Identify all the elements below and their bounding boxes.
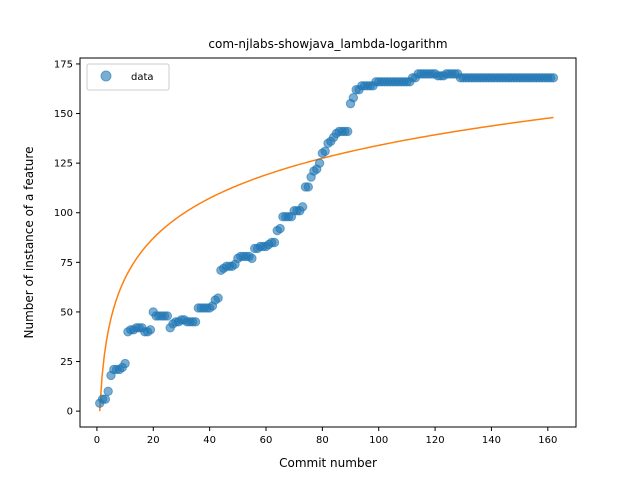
legend-box xyxy=(86,63,170,91)
y-tick-label: 75 xyxy=(60,258,73,269)
data-point xyxy=(320,146,330,156)
x-tick-label: 80 xyxy=(316,435,329,446)
x-tick-label: 20 xyxy=(147,435,160,446)
x-axis-label: Commit number xyxy=(279,456,377,470)
fit-curve-line xyxy=(98,116,554,412)
x-axis-ticks: 0 20 40 60 80 100 120 140 160 xyxy=(94,427,557,446)
data-point xyxy=(548,73,559,83)
data-point xyxy=(120,358,130,369)
data-point xyxy=(162,311,173,321)
legend-marker-data xyxy=(100,70,112,82)
axes-frame xyxy=(79,57,577,428)
x-tick-label: 140 xyxy=(482,435,501,446)
x-tick-label: 0 xyxy=(94,435,100,446)
data-point xyxy=(247,253,257,264)
y-tick-label: 100 xyxy=(54,208,73,219)
data-point xyxy=(348,92,359,103)
y-tick-label: 50 xyxy=(60,307,73,318)
data-point xyxy=(269,237,280,248)
x-tick-label: 60 xyxy=(260,435,273,446)
data-point xyxy=(343,126,353,137)
chart-title: com-njlabs-showjava_lambda-logarithm xyxy=(208,37,447,51)
x-tick-label: 120 xyxy=(426,435,445,446)
fit-curve-layer xyxy=(98,116,554,412)
plot-area xyxy=(95,69,559,412)
y-tick-label: 25 xyxy=(60,357,73,368)
x-tick-label: 100 xyxy=(369,435,388,446)
y-tick-label: 150 xyxy=(54,109,73,120)
y-tick-label: 0 xyxy=(67,407,73,418)
data-point xyxy=(297,202,308,212)
legend-label-data: data xyxy=(131,72,154,83)
y-tick-label: 175 xyxy=(54,59,73,70)
data-points-layer xyxy=(95,69,559,408)
data-point xyxy=(275,223,285,234)
data-point xyxy=(213,293,223,303)
data-point xyxy=(103,386,113,396)
data-point xyxy=(145,325,156,335)
data-point xyxy=(303,182,313,192)
data-point xyxy=(314,158,325,168)
y-axis-label: Number of instance of a feature xyxy=(22,147,36,339)
legend: data xyxy=(86,63,170,91)
y-tick-label: 125 xyxy=(54,159,73,170)
data-point xyxy=(100,394,111,404)
x-tick-label: 160 xyxy=(538,435,557,446)
x-tick-label: 40 xyxy=(203,435,216,446)
data-point xyxy=(190,317,201,327)
y-axis-ticks: 0 25 50 75 100 125 150 175 xyxy=(54,59,80,418)
